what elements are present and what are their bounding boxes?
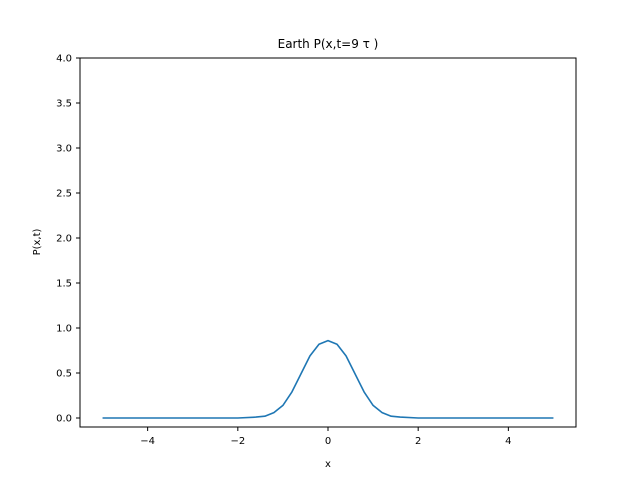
x-axis: −4 −2 0 2 4	[140, 427, 512, 447]
y-tick-label: 1.5	[56, 279, 72, 290]
y-tick-label: 2.5	[56, 189, 72, 200]
chart-title: Earth P(x,t=9 τ )	[278, 37, 379, 51]
x-tick-label: 2	[415, 436, 421, 447]
x-tick-label: 4	[505, 436, 511, 447]
y-tick-label: 2.0	[56, 234, 72, 245]
y-tick-label: 3.5	[56, 99, 72, 110]
y-tick-label: 0.0	[56, 414, 72, 425]
x-axis-label: x	[325, 459, 331, 470]
y-tick-label: 3.0	[56, 144, 72, 155]
x-tick-label: 0	[325, 436, 331, 447]
y-axis-label: P(x,t)	[32, 228, 43, 255]
x-tick-label: −2	[230, 436, 245, 447]
x-tick-label: −4	[140, 436, 155, 447]
series-line	[102, 339, 554, 419]
plot-area	[102, 339, 554, 419]
y-tick-label: 0.5	[56, 369, 72, 380]
y-tick-label: 4.0	[56, 54, 72, 65]
y-tick-label: 1.0	[56, 324, 72, 335]
y-axis: 0.0 0.5 1.0 1.5 2.0 2.5 3.0 3.5 4.0	[56, 54, 80, 425]
